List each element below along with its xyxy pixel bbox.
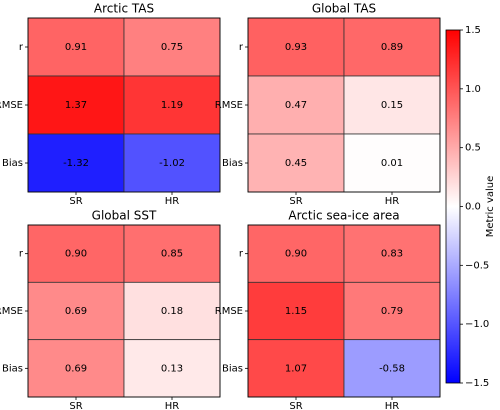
- y-tick-label: r: [19, 249, 24, 260]
- colorbar-label: Metric value: [485, 176, 496, 238]
- heatmap-cell: [247, 75, 345, 135]
- heatmap-cell: [343, 17, 441, 77]
- cell-label: 0.45: [285, 158, 307, 169]
- cell-label: 1.15: [285, 306, 307, 317]
- y-tick-label: RMSE: [0, 306, 23, 317]
- heatmap-cell: [27, 339, 125, 398]
- cell-label: 0.18: [161, 306, 183, 317]
- cell-label: 0.91: [65, 42, 87, 53]
- panel-title: Arctic sea-ice area: [288, 209, 399, 223]
- heatmap-cell: [123, 339, 221, 398]
- heatmap-cell: [27, 133, 125, 193]
- cell-label: 0.75: [161, 42, 183, 53]
- cell-label: 0.13: [161, 363, 183, 374]
- heatmap-cell: [123, 281, 221, 341]
- cell-label: 0.93: [285, 42, 307, 53]
- panel-title: Global TAS: [312, 2, 376, 16]
- cell-label: 0.15: [381, 100, 403, 111]
- y-tick-label: r: [239, 42, 244, 53]
- heatmap-cell: [123, 133, 221, 193]
- heatmap-cell: [123, 17, 221, 77]
- x-tick-label: SR: [69, 196, 82, 207]
- colorbar-tick-label: 0.0: [465, 202, 481, 213]
- x-tick-label: SR: [289, 196, 302, 207]
- x-tick-label: SR: [289, 401, 302, 410]
- colorbar-tick-label: −1.5: [465, 378, 489, 389]
- heatmap-cell: [247, 281, 345, 341]
- heatmap-cell: [343, 75, 441, 135]
- y-tick-label: Bias: [222, 363, 243, 374]
- cell-label: 0.47: [285, 100, 307, 111]
- cell-label: 0.69: [65, 306, 87, 317]
- cell-label: 0.01: [381, 158, 403, 169]
- x-tick-label: HR: [165, 196, 180, 207]
- cell-label: 0.79: [381, 306, 403, 317]
- y-tick-label: RMSE: [0, 100, 23, 111]
- cell-label: 0.90: [65, 249, 87, 260]
- cell-label: 1.19: [161, 100, 183, 111]
- heatmap-cell: [123, 224, 221, 283]
- colorbar: [445, 29, 461, 384]
- heatmap-cell: [343, 133, 441, 193]
- cell-label: 0.90: [285, 249, 307, 260]
- y-tick-label: r: [19, 42, 24, 53]
- heatmap-cell: [343, 339, 441, 398]
- cell-label: -1.02: [159, 158, 185, 169]
- cell-label: 0.89: [381, 42, 403, 53]
- cell-label: 0.69: [65, 363, 87, 374]
- x-tick-label: HR: [385, 401, 400, 410]
- y-tick-label: RMSE: [215, 306, 243, 317]
- cell-label: -0.58: [379, 363, 405, 374]
- x-tick-label: SR: [69, 401, 82, 410]
- panel-title: Global SST: [92, 209, 157, 223]
- heatmap-cell: [27, 75, 125, 135]
- colorbar-tick-label: −1.0: [465, 319, 489, 330]
- heatmap-cell: [27, 17, 125, 77]
- heatmap-cell: [343, 281, 441, 341]
- heatmap-cell: [123, 75, 221, 135]
- cell-label: 0.83: [381, 249, 403, 260]
- heatmap-cell: [343, 224, 441, 283]
- heatmap-cell: [247, 339, 345, 398]
- x-tick-label: HR: [385, 196, 400, 207]
- colorbar-tick-label: 1.5: [465, 25, 481, 36]
- cell-label: 1.37: [65, 100, 87, 111]
- x-tick-label: HR: [165, 401, 180, 410]
- colorbar-tick-label: 1.0: [465, 84, 481, 95]
- y-tick-label: Bias: [222, 158, 243, 169]
- colorbar-tick-label: −0.5: [465, 260, 489, 271]
- y-tick-label: r: [239, 249, 244, 260]
- y-tick-label: RMSE: [215, 100, 243, 111]
- cell-label: 1.07: [285, 363, 307, 374]
- colorbar-tick-label: 0.5: [465, 143, 481, 154]
- panel-title: Arctic TAS: [94, 2, 154, 16]
- y-tick-label: Bias: [2, 363, 23, 374]
- y-tick-label: Bias: [2, 158, 23, 169]
- cell-label: 0.85: [161, 249, 183, 260]
- heatmap-cell: [247, 133, 345, 193]
- cell-label: -1.32: [63, 158, 89, 169]
